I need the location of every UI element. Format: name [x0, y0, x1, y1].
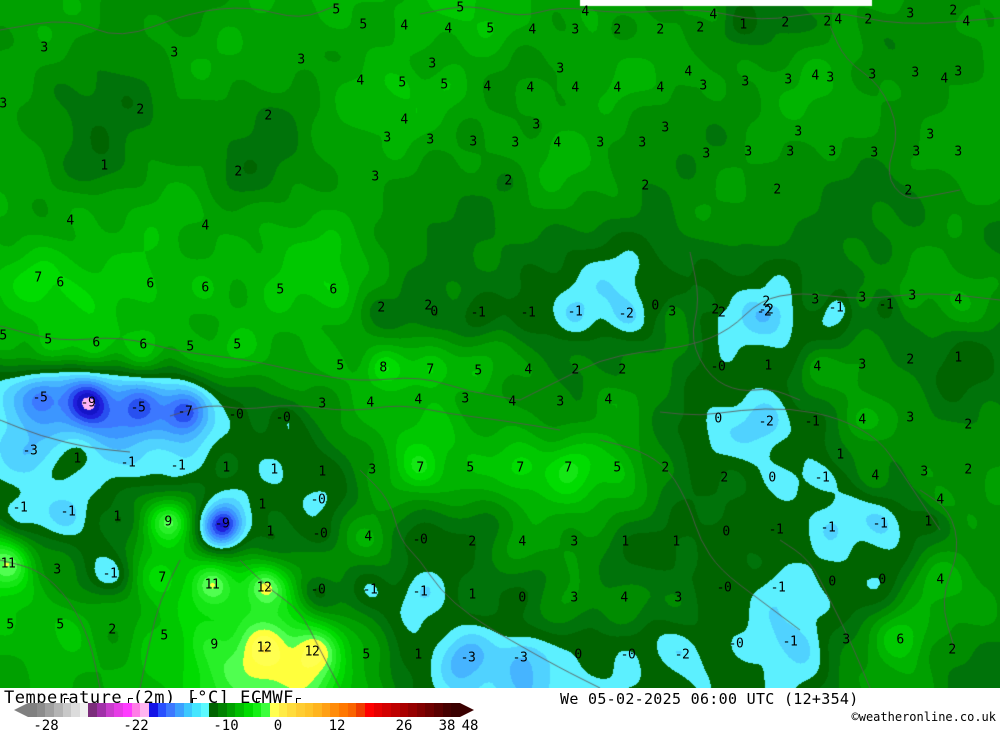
color-scale-segment — [123, 703, 132, 717]
color-scale-tick-label: 38 — [438, 718, 456, 733]
color-scale-tick-label: 12 — [328, 718, 346, 733]
color-scale-segment — [88, 703, 98, 717]
color-scale-segment — [339, 703, 348, 717]
color-scale-segment — [79, 703, 89, 717]
color-scale-tick — [256, 698, 261, 703]
color-scale-tick-label: 0 — [273, 718, 283, 733]
color-scale-segment — [62, 703, 72, 717]
color-scale-segment — [36, 703, 46, 717]
color-scale-tick-label: -22 — [123, 718, 149, 733]
color-scale-segment — [53, 703, 63, 717]
color-scale-segment — [200, 703, 210, 717]
color-scale-tick-label: 26 — [395, 718, 413, 733]
color-scale-segment — [321, 703, 331, 717]
color-scale-segment — [451, 703, 461, 717]
color-scale-segment — [28, 703, 37, 717]
color-scale-segment — [434, 703, 443, 717]
color-scale-bar — [28, 703, 461, 717]
color-scale-segment — [408, 703, 417, 717]
color-scale-segment — [183, 703, 193, 717]
color-scale-left-arrow — [14, 703, 28, 717]
color-scale-tick — [296, 698, 301, 703]
color-scale-segment — [105, 703, 115, 717]
color-scale-segment — [425, 703, 435, 717]
color-scale-segment — [373, 703, 383, 717]
color-scale-segment — [295, 703, 305, 717]
color-scale-segment — [218, 703, 227, 717]
color-scale-tick — [128, 698, 133, 703]
color-scale-segment — [304, 703, 314, 717]
copyright-label: ©weatheronline.co.uk — [851, 710, 997, 724]
valid-time-label: We 05-02-2025 06:00 UTC (12+354) — [560, 690, 859, 708]
color-scale-segment — [114, 703, 124, 717]
color-scale-tick — [192, 698, 197, 703]
color-scale-segment — [442, 703, 452, 717]
color-scale-segment — [97, 703, 106, 717]
color-scale-segment — [252, 703, 262, 717]
color-scale-segment — [140, 703, 149, 717]
color-scale-segment — [157, 703, 167, 717]
color-scale-segment — [382, 703, 391, 717]
color-scale-segment — [416, 703, 426, 717]
color-scale-segment — [226, 703, 236, 717]
temperature-field-canvas — [0, 0, 1000, 688]
color-scale-segment — [330, 703, 340, 717]
color-scale[interactable]: -28 -22 -10 0 12 26 38 48 — [0, 698, 490, 733]
color-scale-tick-label: -28 — [33, 718, 59, 733]
color-scale-segment — [166, 703, 175, 717]
color-scale-tick-labels: -28 -22 -10 0 12 26 38 48 — [0, 718, 490, 733]
color-scale-segment — [235, 703, 245, 717]
color-scale-segment — [313, 703, 322, 717]
color-scale-segment — [399, 703, 409, 717]
color-scale-segment — [269, 703, 279, 717]
color-scale-segment — [174, 703, 184, 717]
color-scale-tick — [64, 698, 69, 703]
color-scale-segment — [71, 703, 80, 717]
color-scale-segment — [209, 703, 219, 717]
legend-panel: Temperature (2m) [°C] ECMWF We 05-02-202… — [0, 688, 1000, 733]
color-scale-segment — [287, 703, 296, 717]
color-scale-segment — [192, 703, 201, 717]
color-scale-segment — [278, 703, 288, 717]
color-scale-right-arrow — [460, 703, 474, 717]
color-scale-segment — [244, 703, 253, 717]
color-scale-segment — [356, 703, 365, 717]
color-scale-segment — [347, 703, 357, 717]
color-scale-tick-label: -10 — [213, 718, 239, 733]
color-scale-segment — [364, 703, 374, 717]
color-scale-segment — [261, 703, 270, 717]
color-scale-tick-label: 48 — [461, 718, 479, 733]
color-scale-segment — [131, 703, 141, 717]
color-scale-segment — [45, 703, 54, 717]
color-scale-segment — [390, 703, 400, 717]
color-scale-segment — [148, 703, 158, 717]
